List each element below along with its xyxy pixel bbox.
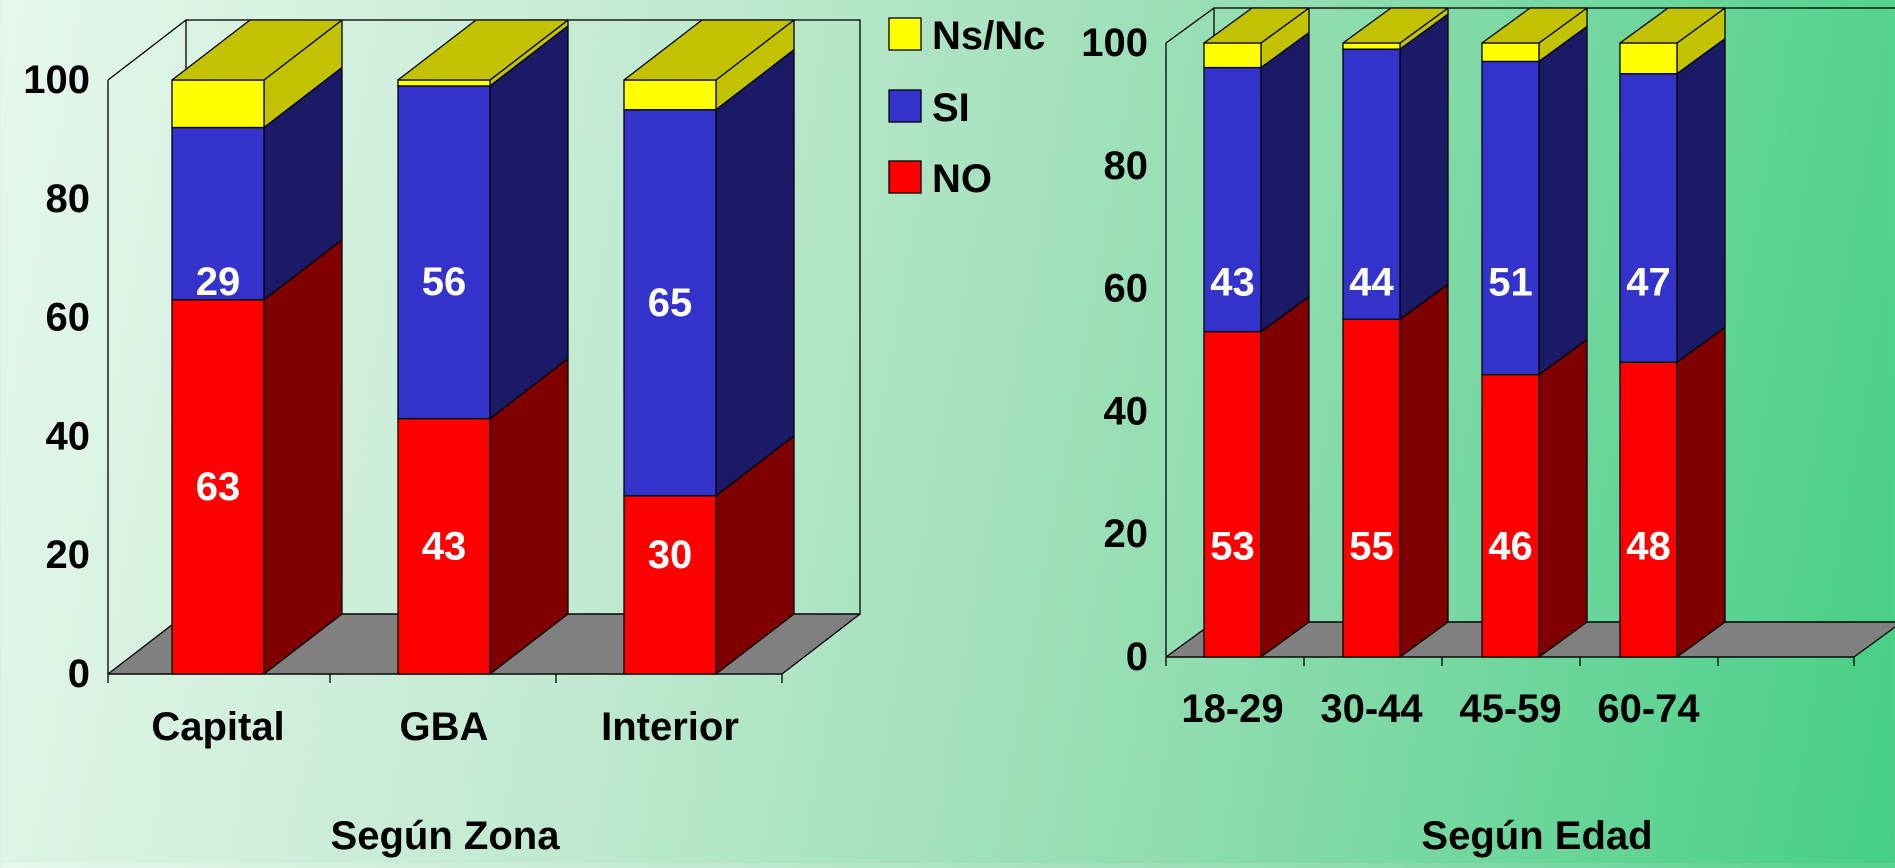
bar-segment-no — [1619, 361, 1678, 658]
bar-segment-si — [1619, 73, 1678, 363]
y-tick-label: 100 — [23, 58, 90, 102]
bar-segment-si — [623, 109, 717, 497]
data-label-no: 53 — [1210, 524, 1255, 568]
y-tick-label: 20 — [46, 533, 91, 577]
data-label-no: 30 — [648, 533, 693, 577]
legend-swatch — [888, 160, 922, 194]
y-tick-label: 0 — [68, 652, 90, 696]
x-axis-title: Según Zona — [331, 814, 561, 858]
data-label-no: 63 — [196, 465, 241, 509]
data-label-si: 29 — [196, 260, 241, 304]
y-tick-label: 60 — [1104, 267, 1149, 311]
data-label-si: 51 — [1488, 260, 1533, 304]
data-label-si: 44 — [1349, 260, 1394, 304]
bar-segment-ns-nc — [1619, 42, 1678, 75]
bar-segment-ns-nc — [623, 79, 717, 111]
bar-side-si — [1538, 25, 1588, 376]
wall-edge-top — [107, 19, 187, 81]
bar-top — [623, 19, 795, 81]
bar-segment-ns-nc — [1481, 42, 1540, 63]
legend-label: Ns/Nc — [932, 14, 1045, 58]
bar-side-no — [1676, 326, 1726, 658]
bar-segment-si — [171, 126, 265, 301]
bar-side-no — [1260, 295, 1310, 658]
y-tick-label: 80 — [1104, 144, 1149, 188]
y-tick-label: 20 — [1104, 512, 1149, 556]
bar-segment-si — [397, 85, 491, 420]
y-tick-label: 100 — [1081, 21, 1148, 65]
bar-top — [1342, 7, 1449, 44]
category-label: 18-29 — [1181, 687, 1283, 731]
category-label: GBA — [400, 705, 489, 749]
bar-segment-si — [1203, 66, 1262, 333]
bar-segment-si — [1342, 48, 1401, 320]
bar-segment-si — [1481, 60, 1540, 376]
bar-top — [1203, 7, 1310, 44]
bar-side-si — [1260, 31, 1310, 333]
y-tick-label: 40 — [1104, 389, 1149, 433]
y-tick-label: 0 — [1126, 635, 1148, 679]
chart-zona: 0 20 40 60 80 100 63 29 Capital 43 56 GBA 30 65 Interi… — [23, 19, 861, 858]
bar-segment-no — [1342, 318, 1401, 658]
bar-side-no — [1399, 283, 1449, 658]
legend-label: SI — [932, 86, 970, 130]
bar-segment-ns-nc — [397, 79, 491, 87]
legend-swatch — [888, 89, 922, 123]
category-label: 30-44 — [1320, 687, 1423, 731]
legend-swatch — [888, 17, 922, 51]
bar-side-si — [1676, 38, 1726, 363]
data-label-si: 47 — [1626, 260, 1671, 304]
bar-side-si — [715, 49, 795, 497]
data-label-si: 56 — [422, 260, 467, 304]
y-tick-label: 60 — [46, 296, 91, 340]
bar-side-si — [1399, 13, 1449, 320]
bar-top — [1481, 7, 1588, 44]
category-label: 60-74 — [1597, 687, 1700, 731]
data-label-si: 43 — [1210, 260, 1255, 304]
data-label-no: 43 — [422, 524, 467, 568]
wall-edge-top — [1165, 7, 1215, 44]
data-label-no: 55 — [1349, 524, 1394, 568]
bar-segment-no — [1203, 330, 1262, 658]
data-label-no: 46 — [1488, 524, 1533, 568]
bar-segment-no — [397, 417, 491, 675]
bar-segment-ns-nc — [171, 79, 265, 129]
category-label: Interior — [601, 705, 739, 749]
legend: Ns/Nc SI NO — [888, 14, 1045, 201]
bar-side-no — [263, 239, 343, 675]
y-tick-label: 40 — [46, 414, 91, 458]
bar-segment-no — [623, 495, 717, 675]
category-label: Capital — [151, 705, 284, 749]
y-tick-label: 80 — [46, 177, 91, 221]
bar-segment-ns-nc — [1203, 42, 1262, 69]
bar-top — [171, 19, 343, 81]
data-label-si: 65 — [648, 281, 693, 325]
bar-side-si — [489, 25, 569, 420]
bar-top — [397, 19, 569, 81]
bar-segment-ns-nc — [1342, 42, 1401, 50]
data-label-no: 48 — [1626, 524, 1671, 568]
bar-top — [1619, 7, 1726, 44]
category-label: 45-59 — [1459, 687, 1561, 731]
x-axis-title: Según Edad — [1421, 814, 1652, 858]
legend-label: NO — [932, 157, 992, 201]
chart-edad: 0 20 40 60 80 100 53 43 18-29 55 44 30-44 46 51 45-59 4… — [1081, 7, 1895, 858]
bar-segment-no — [1481, 373, 1540, 658]
bar-side-no — [1538, 338, 1588, 658]
